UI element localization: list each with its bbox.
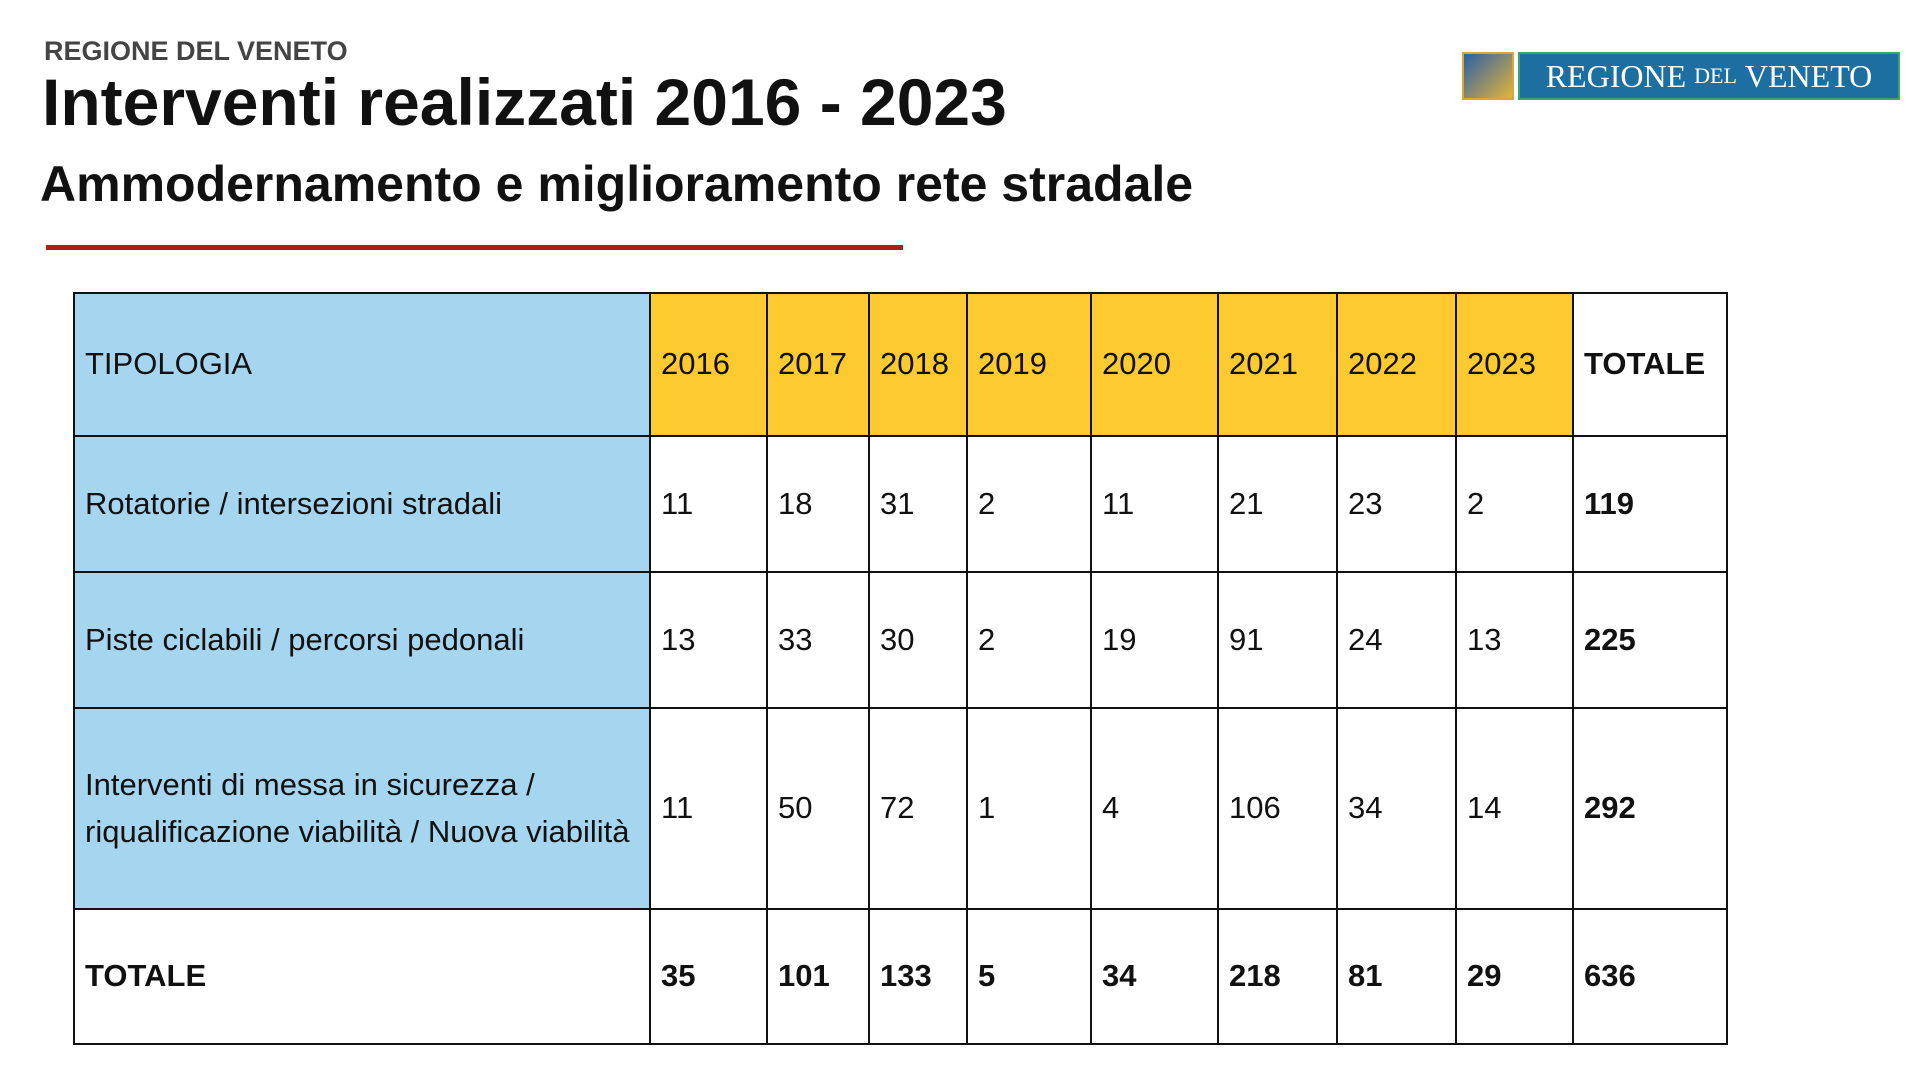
cell: 11 — [649, 707, 768, 910]
cell: 2 — [1455, 435, 1574, 573]
cell: 133 — [868, 908, 968, 1045]
title: Interventi realizzati 2016 - 2023 — [42, 65, 1007, 139]
org-label: REGIONE DEL VENETO — [44, 36, 348, 66]
cell: 636 — [1572, 908, 1728, 1045]
cell: 106 — [1217, 707, 1338, 910]
cell: 21 — [1217, 435, 1338, 573]
column-header: 2017 — [766, 292, 870, 437]
cell: 72 — [868, 707, 968, 910]
column-header: 2018 — [868, 292, 968, 437]
table-row: TOTALE 35 101 133 5 34 218 81 29 636 — [73, 908, 1728, 1045]
cell: 34 — [1336, 707, 1457, 910]
row-label: Piste ciclabili / percorsi pedonali — [73, 571, 651, 709]
cell: 13 — [649, 571, 768, 709]
logo-text: VENETO — [1744, 57, 1873, 94]
logo-band: REGIONE DEL VENETO — [1518, 52, 1900, 100]
cell: 2 — [966, 571, 1092, 709]
row-label: TOTALE — [73, 908, 651, 1045]
column-header: 2023 — [1455, 292, 1574, 437]
cell: 225 — [1572, 571, 1728, 709]
cell: 101 — [766, 908, 870, 1045]
table-row: Interventi di messa in sicurezza / riqua… — [73, 707, 1728, 910]
table-row: Rotatorie / intersezioni stradali 11 18 31 2… — [73, 435, 1728, 573]
cell: 29 — [1455, 908, 1574, 1045]
cell: 30 — [868, 571, 968, 709]
table-row: Piste ciclabili / percorsi pedonali 13 33 3… — [73, 571, 1728, 709]
cell: 14 — [1455, 707, 1574, 910]
cell: 91 — [1217, 571, 1338, 709]
cell: 24 — [1336, 571, 1457, 709]
cell: 34 — [1090, 908, 1219, 1045]
divider — [46, 245, 903, 250]
column-header: TIPOLOGIA — [73, 292, 651, 437]
cell: 2 — [966, 435, 1092, 573]
cell: 31 — [868, 435, 968, 573]
cell: 292 — [1572, 707, 1728, 910]
cell: 11 — [649, 435, 768, 573]
column-header: 2022 — [1336, 292, 1457, 437]
row-label: Interventi di messa in sicurezza / riqua… — [73, 707, 651, 910]
cell: 13 — [1455, 571, 1574, 709]
cell: 5 — [966, 908, 1092, 1045]
header-row: TIPOLOGIA 2016 2017 2018 2019 2020 2021 2022 202… — [73, 292, 1728, 437]
cell: 119 — [1572, 435, 1728, 573]
logo-text: REGIONE — [1545, 57, 1687, 94]
logo: REGIONE DEL VENETO — [1462, 52, 1900, 100]
cell: 11 — [1090, 435, 1219, 573]
data-table: TIPOLOGIA 2016 2017 2018 2019 2020 2021 2022 202… — [73, 292, 1728, 1045]
cell: 218 — [1217, 908, 1338, 1045]
cell: 19 — [1090, 571, 1219, 709]
column-header: 2016 — [649, 292, 768, 437]
column-header: TOTALE — [1572, 292, 1728, 437]
column-header: 2021 — [1217, 292, 1338, 437]
column-header: 2020 — [1090, 292, 1219, 437]
logo-crest — [1462, 52, 1514, 100]
cell: 35 — [649, 908, 768, 1045]
subtitle: Ammodernamento e miglioramento rete stra… — [40, 156, 1194, 212]
cell: 81 — [1336, 908, 1457, 1045]
cell: 18 — [766, 435, 870, 573]
cell: 33 — [766, 571, 870, 709]
cell: 23 — [1336, 435, 1457, 573]
cell: 1 — [966, 707, 1092, 910]
row-label: Rotatorie / intersezioni stradali — [73, 435, 651, 573]
cell: 4 — [1090, 707, 1219, 910]
column-header: 2019 — [966, 292, 1092, 437]
cell: 50 — [766, 707, 870, 910]
logo-text: DEL — [1694, 63, 1737, 88]
